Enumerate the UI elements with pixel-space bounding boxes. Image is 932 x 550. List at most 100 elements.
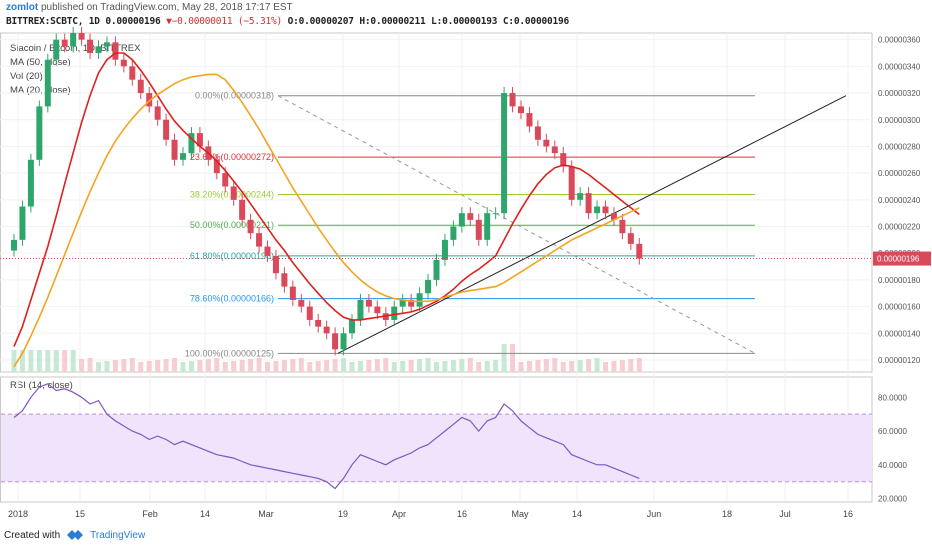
y-tick-label: 0.00000160 xyxy=(878,303,921,312)
fib-level-label: 23.60%(0.00000272) xyxy=(190,152,274,162)
down-arrow-icon: ▼ xyxy=(166,16,172,27)
candle-body xyxy=(577,193,584,200)
candle-body xyxy=(163,119,170,140)
volume-bar xyxy=(298,358,304,372)
y-tick-label: 0.00000360 xyxy=(878,36,921,45)
candle-body xyxy=(509,93,516,107)
volume-bar xyxy=(493,360,499,372)
x-tick-label: Apr xyxy=(392,509,406,519)
series-title-legend[interactable]: Siacoin / Bitcoin, 1D, BITTREX xyxy=(10,43,141,54)
candle-body xyxy=(19,206,26,240)
candle-body xyxy=(239,199,246,220)
volume-bar xyxy=(180,362,186,372)
volume-bar xyxy=(273,361,279,372)
volume-bar xyxy=(594,358,600,372)
last-price-tag xyxy=(873,251,931,266)
candle-body xyxy=(568,166,575,200)
volume-bar xyxy=(163,359,169,372)
volume-bar xyxy=(146,361,152,372)
candle-body xyxy=(627,233,634,244)
x-tick-label: Mar xyxy=(258,509,274,519)
candle-body xyxy=(289,286,296,300)
last-price-tag-label: 0.00000196 xyxy=(877,255,920,264)
candle-body xyxy=(137,79,144,94)
x-tick-label: 16 xyxy=(457,509,467,519)
x-tick-label: Jun xyxy=(647,509,662,519)
candle-body xyxy=(619,219,626,234)
volume-bar xyxy=(121,359,127,372)
volume-bar xyxy=(205,359,211,372)
ma50-legend[interactable]: MA (50, close) xyxy=(10,57,71,68)
candle-body xyxy=(27,159,34,207)
candle-body xyxy=(425,279,432,294)
volume-bar xyxy=(586,359,592,372)
candle-body xyxy=(196,133,203,147)
candle-body xyxy=(450,226,457,240)
volume-bar xyxy=(543,359,549,372)
candle-body xyxy=(103,42,110,47)
ma50-line xyxy=(13,73,640,368)
candle-body xyxy=(501,93,508,214)
x-tick-label: 14 xyxy=(572,509,582,519)
volume-bar xyxy=(112,360,118,372)
candle-body xyxy=(433,259,440,280)
candle-body xyxy=(391,306,398,320)
volume-bar xyxy=(374,359,380,372)
candle-body xyxy=(610,213,617,220)
candle-body xyxy=(146,93,153,107)
candle-body xyxy=(408,299,415,307)
volume-bar xyxy=(315,361,321,372)
candle-body xyxy=(230,186,237,200)
volume-bar xyxy=(603,362,608,372)
candle-body xyxy=(357,299,364,320)
candle-body xyxy=(332,333,339,350)
ohlc-values: O:0.00000207 H:0.00000211 L:0.00000193 C… xyxy=(287,16,570,27)
volume-bar xyxy=(19,350,25,372)
volume-legend[interactable]: Vol (20) xyxy=(10,71,43,82)
volume-bar xyxy=(307,362,313,372)
volume-bar xyxy=(290,359,296,372)
footer: Created with TradingView xyxy=(4,529,145,541)
tradingview-link[interactable]: TradingView xyxy=(90,529,146,541)
volume-bar xyxy=(434,362,439,372)
candle-body xyxy=(281,273,288,287)
fib-trend-dashed xyxy=(277,95,756,354)
volume-bar xyxy=(417,359,423,372)
ma20-legend[interactable]: MA (20, close) xyxy=(10,85,71,96)
candle-body xyxy=(518,106,524,114)
candle-body xyxy=(188,133,195,154)
volume-bar xyxy=(96,362,101,372)
candle-body xyxy=(323,326,330,334)
candle-body xyxy=(602,206,609,214)
y-tick-label: 0.00000180 xyxy=(878,276,921,285)
volume-bar xyxy=(383,358,389,372)
candle-body xyxy=(349,319,355,334)
candle-body xyxy=(129,66,136,80)
volume-bar xyxy=(79,359,85,372)
volume-bar xyxy=(425,358,431,372)
x-tick-label: 19 xyxy=(338,509,348,519)
candle-body xyxy=(458,213,465,227)
volume-bar xyxy=(36,350,42,372)
rsi-legend[interactable]: RSI (14, close) xyxy=(10,380,73,391)
volume-bar xyxy=(349,362,355,372)
x-tick-label: 2018 xyxy=(8,509,28,519)
y-tick-label: 0.00000260 xyxy=(878,169,921,178)
x-tick-label: 16 xyxy=(843,509,853,519)
volume-bar xyxy=(281,360,287,372)
volume-bar xyxy=(467,358,473,372)
candle-body xyxy=(416,293,423,307)
volume-bar xyxy=(265,362,270,372)
volume-bar xyxy=(87,358,93,372)
author-link[interactable]: zomlot xyxy=(6,2,39,13)
volume-bar xyxy=(70,350,76,372)
y-tick-label: 0.00000220 xyxy=(878,223,921,232)
y-tick-label: 0.00000120 xyxy=(878,356,921,365)
volume-bar xyxy=(611,361,617,372)
fib-level-label: 78.60%(0.00000166) xyxy=(190,294,274,304)
created-with-text: Created with xyxy=(4,529,61,541)
candle-body xyxy=(399,299,406,307)
candle-body xyxy=(467,213,474,220)
rsi-band xyxy=(1,414,872,482)
